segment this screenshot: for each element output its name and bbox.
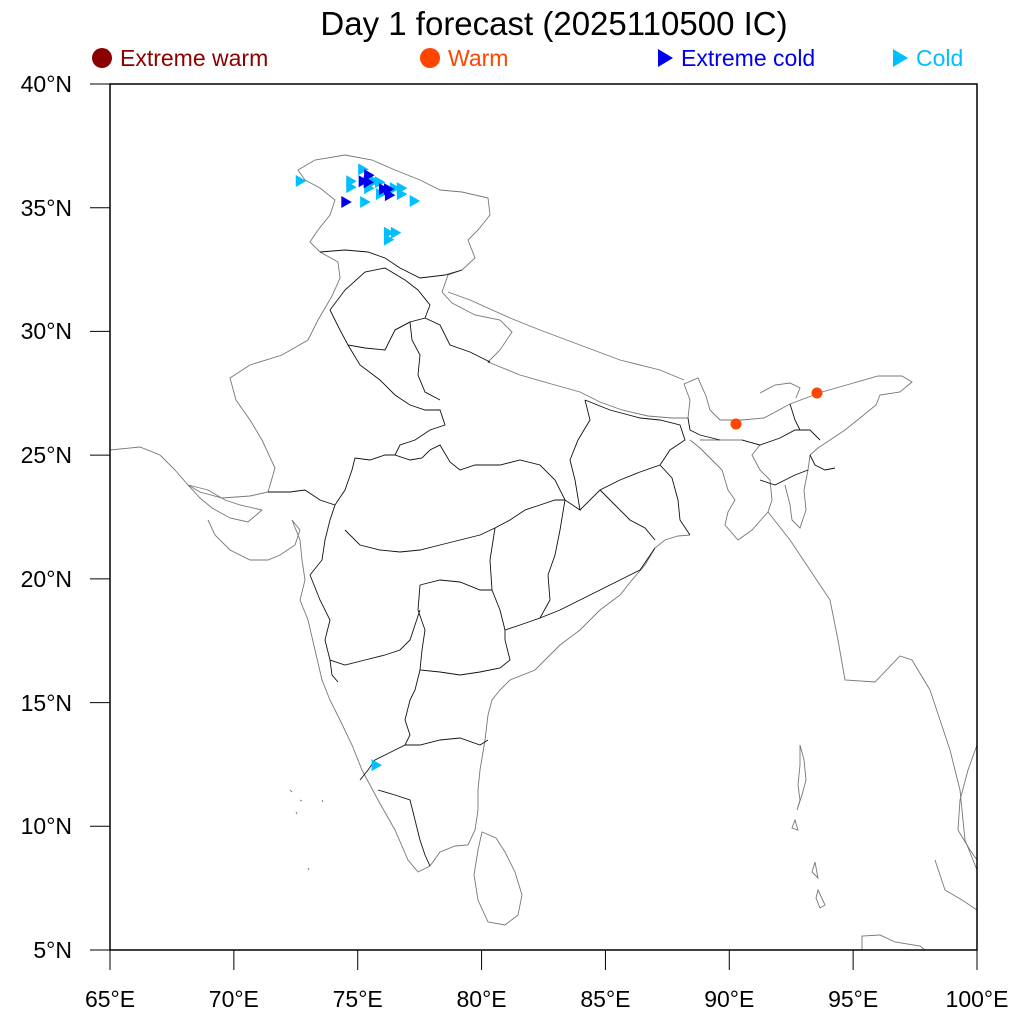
cold-triangle-marker-icon xyxy=(375,176,386,189)
state-boundaries xyxy=(268,249,836,867)
y-tick-label: 20°N xyxy=(20,565,72,592)
cold-triangle-marker-icon xyxy=(295,174,307,187)
extreme-cold-triangle-marker-icon xyxy=(384,189,396,202)
axis-ticks xyxy=(90,83,978,970)
x-tick-label: 75°E xyxy=(332,986,383,1012)
legend-item-extreme-cold: Extreme cold xyxy=(658,44,815,72)
legend-label: Extreme cold xyxy=(681,45,816,71)
triangle-marker-icon xyxy=(658,49,673,67)
x-tick-label: 90°E xyxy=(704,986,755,1012)
cold-triangle-marker-icon xyxy=(396,188,408,201)
y-tick-label: 15°N xyxy=(20,689,72,716)
x-tick-label: 100°E xyxy=(945,986,1009,1012)
x-tick-label: 70°E xyxy=(208,986,259,1012)
chart-title: Day 1 forecast (2025110500 IC) xyxy=(320,5,788,42)
warm-circle-marker-icon xyxy=(730,418,742,430)
cold-triangle-marker-icon xyxy=(360,196,371,209)
legend-label: Warm xyxy=(448,45,509,71)
circle-marker-icon xyxy=(92,48,112,68)
cold-triangle-marker-icon xyxy=(383,233,395,246)
cold-triangle-marker-icon xyxy=(390,226,402,239)
y-tick-label: 30°N xyxy=(20,318,72,345)
cold-triangle-marker-icon xyxy=(389,182,401,195)
forecast-markers xyxy=(295,163,823,772)
cold-triangle-marker-icon xyxy=(346,181,357,194)
circle-marker-icon xyxy=(420,48,440,68)
warm-circle-marker-icon xyxy=(811,387,823,399)
y-tick-label: 35°N xyxy=(20,194,72,221)
legend-item-cold: Cold xyxy=(893,44,963,72)
cold-triangle-marker-icon xyxy=(376,188,387,201)
x-tick-label: 80°E xyxy=(456,986,507,1012)
cold-triangle-marker-icon xyxy=(371,759,383,772)
extreme-cold-triangle-marker-icon xyxy=(363,176,375,189)
legend-item-warm: Warm xyxy=(420,44,508,72)
x-tick-label: 95°E xyxy=(828,986,879,1012)
x-tick-label: 65°E xyxy=(84,986,136,1012)
map-frame xyxy=(109,83,978,951)
legend-label: Extreme warm xyxy=(120,45,269,71)
x-tick-label: 85°E xyxy=(580,986,631,1012)
y-tick-label: 25°N xyxy=(20,442,72,469)
country-boundaries xyxy=(109,154,978,951)
y-tick-label: 5°N xyxy=(33,937,72,963)
y-tick-label: 10°N xyxy=(20,813,72,840)
y-tick-label: 40°N xyxy=(20,71,72,97)
cold-triangle-marker-icon xyxy=(358,163,369,176)
triangle-marker-icon xyxy=(893,49,908,67)
legend-item-extreme-warm: Extreme warm xyxy=(92,44,268,72)
extreme-cold-triangle-marker-icon xyxy=(341,196,352,209)
legend-label: Cold xyxy=(916,45,964,71)
cold-triangle-marker-icon xyxy=(409,195,421,208)
